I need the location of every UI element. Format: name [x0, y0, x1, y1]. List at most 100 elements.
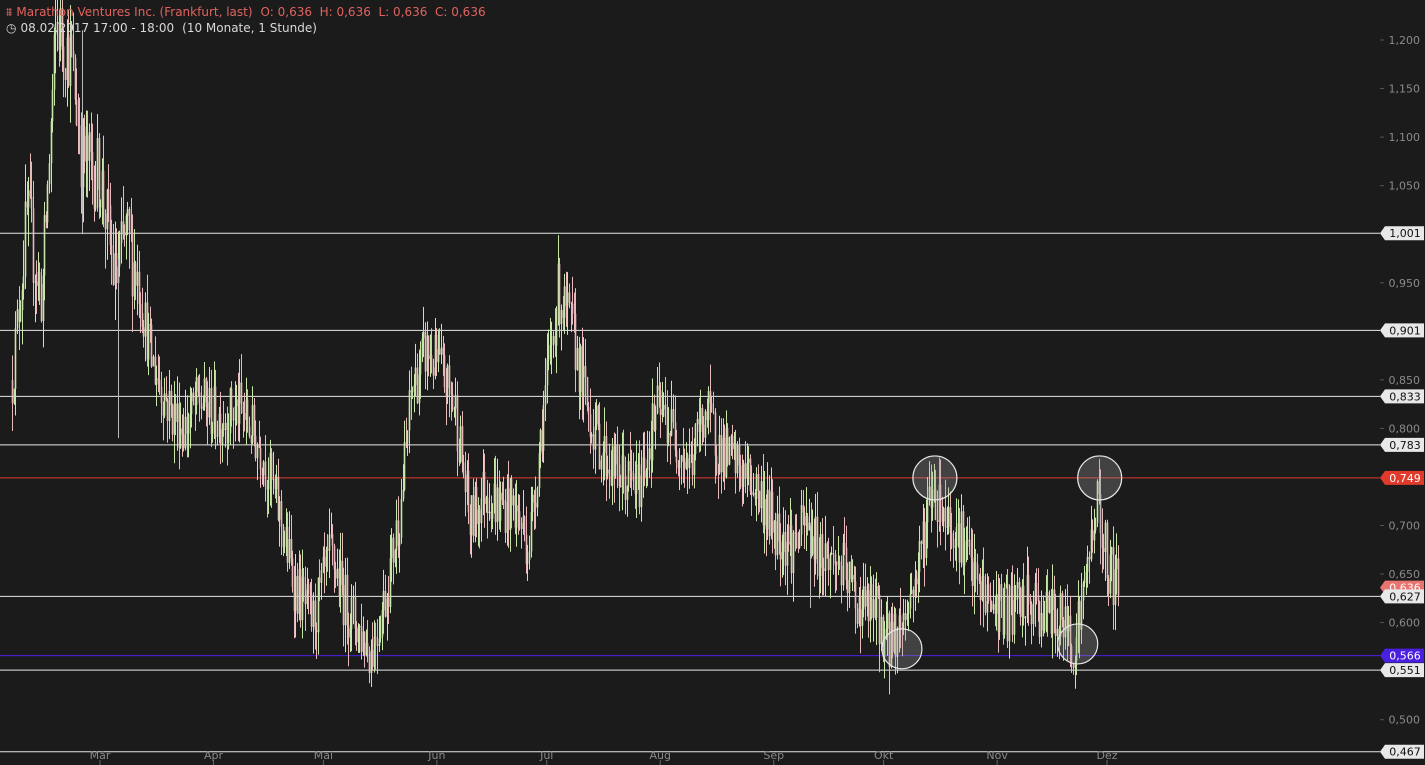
candle-body — [781, 552, 784, 560]
candle-body — [694, 424, 697, 454]
candle-body — [606, 469, 609, 477]
candle-body — [59, 8, 62, 50]
candle-body — [795, 532, 798, 545]
candle-body — [411, 390, 414, 393]
candle-body — [888, 613, 891, 668]
candle-body — [1040, 613, 1043, 637]
candle-body — [106, 189, 109, 230]
candle-body — [443, 355, 446, 388]
candle-body — [490, 511, 493, 519]
candle-body — [1112, 547, 1115, 605]
candle-body — [38, 271, 41, 284]
candle-body — [322, 556, 325, 570]
candle-body — [779, 541, 782, 560]
candle-body — [974, 562, 977, 565]
candle-body — [197, 377, 200, 393]
candle-body — [203, 378, 206, 408]
level-badge-label: 1,001 — [1389, 227, 1421, 240]
ohlc-readout: O: 0,636 H: 0,636 L: 0,636 C: 0,636 — [260, 5, 486, 19]
candle-body — [826, 543, 829, 559]
candle-body — [581, 345, 584, 397]
level-badge-label: 0,566 — [1389, 650, 1421, 663]
candle-body — [325, 549, 328, 567]
candle-body — [350, 597, 353, 629]
candle-body — [69, 34, 72, 86]
candle-body — [1027, 575, 1030, 599]
candle-body — [432, 367, 435, 376]
candle-body — [933, 489, 936, 492]
candle-body — [720, 434, 723, 473]
candle-body — [323, 556, 326, 567]
candle-body — [278, 501, 281, 520]
candle-body — [827, 558, 830, 571]
candle-body — [656, 385, 659, 414]
level-badge-shape — [1380, 663, 1424, 678]
candle-body — [560, 310, 563, 325]
candle-body — [1000, 584, 1003, 601]
candle-body — [733, 443, 736, 450]
candle-body — [917, 571, 920, 585]
candle-body — [469, 512, 472, 535]
candle-body — [515, 505, 518, 528]
candle-body — [890, 622, 893, 668]
y-tick-label: 1,200 — [1389, 34, 1421, 47]
candle-body — [922, 521, 925, 544]
candle-body — [291, 558, 294, 587]
candle-body — [1110, 547, 1113, 555]
candle-body — [957, 523, 960, 527]
candle-body — [373, 636, 376, 667]
candle-body — [819, 534, 822, 577]
candle-body — [142, 327, 145, 337]
candle-body — [461, 426, 464, 463]
candle-body — [648, 448, 651, 460]
candle-body — [914, 578, 917, 598]
level-badge-shape — [1380, 437, 1424, 452]
candle-body — [638, 464, 641, 508]
candle-body — [477, 509, 480, 525]
candle-body — [1018, 581, 1021, 589]
candle-body — [562, 310, 565, 318]
candle-body — [1035, 583, 1038, 596]
candle-body — [1093, 530, 1096, 541]
candle-body — [200, 403, 203, 409]
candle-body — [315, 630, 318, 633]
candle-body — [570, 302, 573, 304]
candle-body — [267, 485, 270, 490]
candle-body — [110, 245, 113, 254]
candle-body — [1053, 589, 1056, 610]
candle-body — [542, 405, 545, 451]
candle-body — [451, 394, 454, 410]
candlestick-icon: ⩩ — [6, 5, 13, 19]
candle-body — [968, 539, 971, 547]
candle-body — [450, 388, 453, 395]
candle-body — [714, 412, 717, 456]
candle-body — [118, 243, 121, 267]
level-badge: 0,833 — [1380, 389, 1424, 404]
candle-body — [690, 454, 693, 456]
candle-body — [830, 553, 833, 555]
candle-body — [763, 499, 766, 526]
candle-body — [421, 338, 424, 349]
candle-body — [32, 208, 35, 283]
candle-body — [680, 455, 683, 463]
level-badge: 0,749 — [1380, 470, 1424, 485]
candle-body — [13, 388, 16, 404]
candle-body — [160, 387, 163, 403]
candle-body — [302, 576, 305, 590]
candle-body — [702, 424, 705, 438]
candle-body — [101, 170, 104, 204]
candle-body — [814, 516, 817, 560]
candle-body — [394, 550, 397, 563]
candle-body — [587, 406, 590, 415]
candle-body — [346, 574, 349, 626]
candle-body — [307, 584, 310, 589]
candle-body — [397, 520, 400, 546]
candle-body — [48, 163, 51, 185]
candle-body — [848, 561, 851, 594]
candle-body — [1058, 628, 1061, 637]
candle-body — [936, 519, 939, 522]
candle-body — [600, 460, 603, 470]
candle-body — [955, 526, 958, 547]
candle-body — [58, 21, 61, 50]
